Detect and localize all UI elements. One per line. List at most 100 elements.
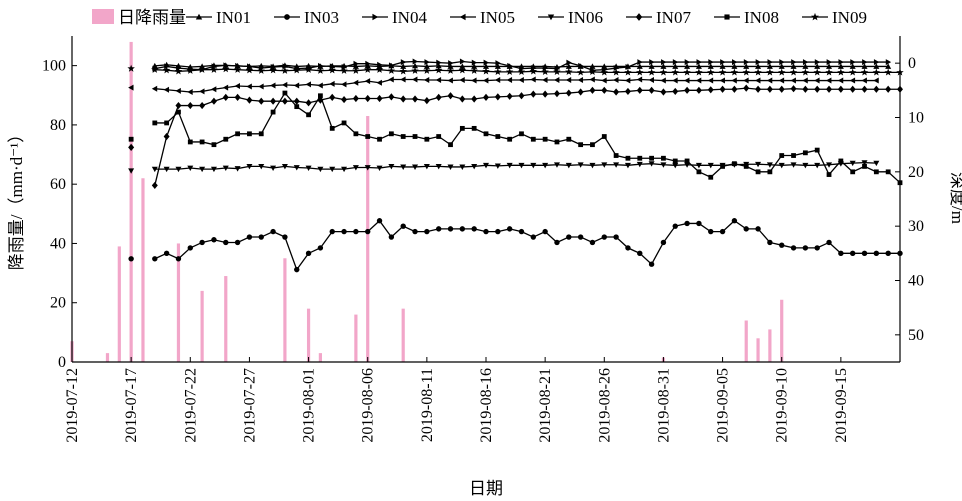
series-point xyxy=(578,62,584,69)
series-point xyxy=(649,155,654,161)
legend-label: 日降雨量 xyxy=(118,8,186,27)
series-point xyxy=(600,68,608,76)
right-tick-label: 10 xyxy=(908,110,924,127)
series-point xyxy=(233,65,242,73)
rain-bar xyxy=(366,116,370,362)
series-point xyxy=(483,228,489,235)
series-point xyxy=(554,239,560,246)
series-point xyxy=(660,239,667,246)
series-point xyxy=(861,63,868,69)
series-point xyxy=(849,250,856,257)
series-point xyxy=(518,92,525,100)
x-tick-label: 2019-08-21 xyxy=(537,368,554,443)
legend-label: IN05 xyxy=(480,8,515,27)
series-point xyxy=(601,77,607,84)
series-point xyxy=(577,234,584,240)
series-point xyxy=(222,65,230,73)
series-point xyxy=(270,165,277,172)
series-point xyxy=(707,68,715,76)
series-point xyxy=(352,94,359,103)
series-point xyxy=(151,166,158,173)
series-point xyxy=(306,112,311,118)
series-point xyxy=(790,85,797,93)
series-point xyxy=(779,59,785,66)
series-point xyxy=(778,85,785,93)
series-point xyxy=(376,165,383,172)
series-point xyxy=(341,120,347,126)
series-point xyxy=(872,68,881,76)
series-point xyxy=(305,81,311,88)
series-point xyxy=(553,89,560,98)
series-point xyxy=(873,169,879,175)
series-point xyxy=(305,165,312,172)
rain-bar xyxy=(768,329,772,362)
series-point xyxy=(364,165,371,171)
series-point xyxy=(659,68,668,76)
series-point xyxy=(791,59,797,66)
x-tick-label: 2019-08-01 xyxy=(301,368,318,443)
series-point xyxy=(661,155,666,161)
series-point xyxy=(814,162,821,169)
series-point xyxy=(247,131,252,137)
series-point xyxy=(719,85,726,93)
series-point xyxy=(235,62,241,69)
series-point xyxy=(128,256,134,262)
series-point xyxy=(281,164,288,170)
right-tick-label: 40 xyxy=(908,273,924,290)
series-point xyxy=(412,95,419,103)
series-point xyxy=(377,136,382,142)
x-tick-label: 2019-07-12 xyxy=(64,368,81,443)
series-point xyxy=(281,81,288,88)
series-point xyxy=(282,90,288,96)
series-point xyxy=(258,234,264,240)
series-point xyxy=(766,85,773,93)
series-point xyxy=(767,169,773,175)
series-point xyxy=(814,59,821,66)
series-point xyxy=(801,68,810,76)
series-point xyxy=(860,68,869,76)
series-point xyxy=(578,142,584,148)
series-point xyxy=(873,250,880,257)
series-point xyxy=(660,88,667,96)
series-point xyxy=(151,85,158,92)
rain-bar xyxy=(318,353,322,362)
series-point xyxy=(542,136,548,142)
series-point xyxy=(507,62,513,69)
series-point xyxy=(802,63,809,69)
series-point xyxy=(282,234,288,240)
series-point xyxy=(624,87,631,96)
series-point xyxy=(164,120,170,126)
legend-marker xyxy=(547,14,555,21)
series-point xyxy=(506,77,513,84)
series-point xyxy=(719,77,725,84)
series-point xyxy=(424,136,430,142)
series-point xyxy=(187,245,193,251)
series-point xyxy=(695,68,703,76)
series-point xyxy=(862,59,868,66)
rain-bar xyxy=(117,246,121,362)
rain-bar xyxy=(780,299,784,362)
series-point xyxy=(518,162,525,169)
series-point xyxy=(743,77,749,84)
series-point xyxy=(341,166,348,173)
legend-label: IN08 xyxy=(744,8,779,27)
series-point xyxy=(340,66,348,74)
series-point xyxy=(755,226,761,232)
series-point xyxy=(494,93,501,101)
series-point xyxy=(353,60,359,67)
series-point xyxy=(873,77,879,84)
series-point xyxy=(790,245,797,251)
series-point xyxy=(246,164,253,170)
series-point xyxy=(447,77,453,84)
series-point xyxy=(625,245,631,251)
x-tick-label: 2019-07-27 xyxy=(241,368,258,443)
x-tick-label: 2019-08-06 xyxy=(360,368,377,443)
series-point xyxy=(388,234,395,240)
series-point xyxy=(826,172,832,177)
series-point xyxy=(601,162,608,168)
series-point xyxy=(293,82,300,89)
series-point xyxy=(885,59,892,66)
right-y-axis-title: 深度/m xyxy=(948,172,962,224)
series-point xyxy=(341,228,347,235)
series-point xyxy=(352,63,359,69)
